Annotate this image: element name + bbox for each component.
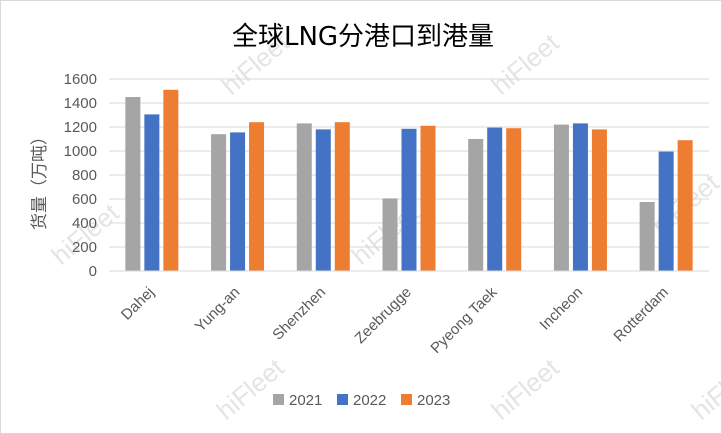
y-tick-label: 800 [72,167,97,184]
x-tick-label: Shenzhen [269,284,329,344]
y-tick-label: 400 [72,215,97,232]
watermark-text: hiFleet [486,352,566,426]
legend-swatch-2021 [273,394,284,405]
bar-2021 [296,123,312,272]
bar-2023 [249,122,265,271]
x-tick-label: Yung-an [192,284,244,336]
watermark-text: hiFleet [211,352,291,426]
y-tick-labels: 0 200 400 600 800 1000 1200 1400 1600 [64,71,97,280]
bar-2021 [639,202,655,271]
legend-swatch-2023 [401,394,412,405]
bar-2023 [591,129,607,271]
bar-2022 [144,114,160,272]
bar-2021 [468,139,484,271]
y-tick-label: 200 [72,239,97,256]
x-tick-labels: Dahej Yung-an Shenzhen Zeebrugge Pyeong Taek… [118,283,672,357]
x-tick-label: Incheon [536,284,586,334]
x-tick-label: Rotterdam [610,284,672,346]
y-axis-label: 货量（万吨） [30,128,50,230]
bar-2022 [315,129,331,271]
bar-2022 [230,132,246,271]
bar-2021 [553,124,569,271]
bar-2023 [163,89,179,271]
chart-title: 全球LNG分港口到港量 [232,22,494,52]
bar-2022 [658,151,674,271]
x-tick-label: Dahej [118,284,158,324]
bar-2021 [382,198,398,271]
y-tick-label: 1200 [64,119,97,136]
legend-swatch-2022 [337,394,348,405]
y-tick-label: 1600 [64,71,97,88]
y-tick-label: 600 [72,191,97,208]
bars [125,89,693,272]
legend-label: 2022 [353,392,386,409]
watermark-text: hiFleet [46,197,126,271]
bar-2023 [506,128,522,271]
bar-2021 [125,97,141,271]
y-tick-label: 1400 [64,95,97,112]
y-tick-label: 0 [89,263,97,280]
legend-label: 2023 [417,392,450,409]
bar-2023 [420,125,436,271]
watermark-text: hiFleet [686,352,721,426]
bar-2022 [401,128,417,271]
bar-2022 [487,127,503,271]
bar-2022 [572,123,588,272]
legend-label: 2021 [289,392,322,409]
x-tick-label: Zeebrugge [351,284,414,347]
legend: 2021 2022 2023 [273,392,450,409]
bar-2023 [334,122,350,271]
x-tick-label: Pyeong Taek [427,283,501,357]
bar-2023 [677,140,693,271]
y-tick-label: 1000 [64,143,97,160]
watermark-text: hiFleet [486,27,566,101]
bar-2021 [211,134,227,271]
